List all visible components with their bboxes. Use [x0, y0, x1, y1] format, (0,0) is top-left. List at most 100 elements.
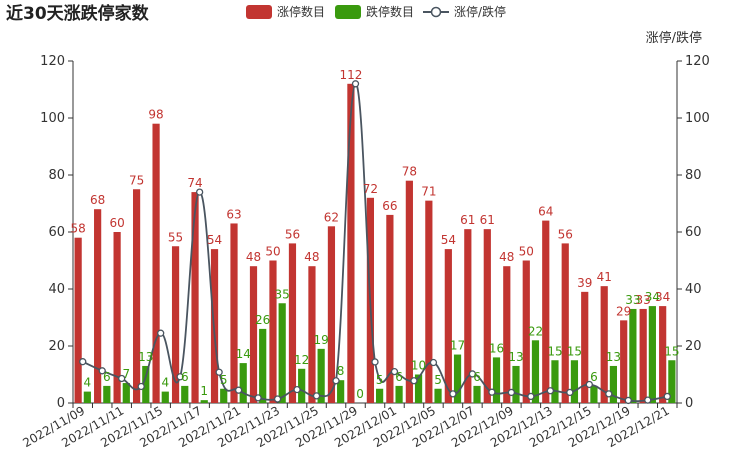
ratio-point — [371, 358, 379, 366]
bar-up — [249, 266, 258, 403]
data-label-down: 34 — [645, 290, 660, 304]
ratio-line — [79, 80, 671, 405]
data-label-down: 5 — [220, 373, 228, 387]
data-label-up: 48 — [304, 250, 319, 264]
right-tick-label: 20 — [685, 339, 702, 354]
bar-up — [405, 180, 413, 403]
bar-up — [327, 226, 336, 403]
bar-up — [113, 232, 121, 403]
data-label-up: 68 — [90, 193, 105, 207]
ratio-point — [624, 396, 632, 405]
data-label-down: 15 — [547, 344, 562, 358]
bar-up — [269, 260, 277, 403]
data-label-up: 62 — [324, 210, 339, 224]
data-label-down: 33 — [625, 293, 640, 307]
ratio-point — [137, 382, 145, 391]
ratio-point — [273, 395, 282, 403]
data-label-down: 15 — [567, 344, 582, 358]
legend-label-ratio: 涨停/跌停 — [454, 4, 506, 19]
right-tick-label: 60 — [685, 225, 702, 240]
bar-down — [395, 385, 403, 403]
left-tick-label: 40 — [48, 282, 65, 297]
bar-down — [181, 385, 189, 403]
legend-item-up[interactable]: 涨停数目 — [246, 4, 325, 19]
data-label-up: 41 — [597, 270, 612, 284]
data-label-down: 17 — [450, 339, 465, 353]
data-label-down: 6 — [181, 370, 189, 384]
data-label-down: 14 — [236, 347, 251, 361]
bar-up — [230, 223, 238, 403]
ratio-point — [312, 392, 321, 400]
ratio-point — [79, 358, 87, 366]
data-label-up: 56 — [285, 227, 300, 241]
bar-up — [288, 243, 297, 403]
data-label-up: 39 — [577, 276, 592, 290]
data-label-down: 13 — [138, 350, 153, 364]
legend-item-down[interactable]: 跌停数目 — [335, 4, 414, 19]
data-label-down: 5 — [434, 373, 442, 387]
data-label-up: 58 — [71, 222, 86, 236]
bar-down — [414, 374, 423, 403]
data-label-down: 6 — [103, 370, 111, 384]
right-tick-label: 120 — [685, 54, 710, 69]
data-label-up: 61 — [460, 213, 475, 227]
ratio-point — [234, 386, 243, 394]
data-label-down: 4 — [84, 376, 92, 390]
bar-down — [668, 360, 676, 403]
bar-up — [542, 220, 550, 403]
data-label-down: 6 — [473, 370, 481, 384]
legend-item-ratio[interactable]: 涨停/跌停 — [423, 4, 506, 19]
bar-up — [132, 189, 141, 403]
data-label-down: 35 — [275, 287, 290, 301]
bar-down — [473, 385, 481, 403]
legend-label-down: 跌停数目 — [366, 4, 414, 19]
bar-down — [278, 303, 286, 403]
ratio-point — [351, 80, 360, 88]
data-label-up: 56 — [558, 227, 573, 241]
bar-down — [551, 360, 559, 403]
data-label-up: 50 — [519, 245, 534, 259]
bar-up — [620, 320, 628, 403]
ratio-point — [663, 392, 671, 401]
data-label-up: 54 — [441, 233, 456, 247]
ratio-point — [215, 368, 223, 376]
bar-up — [503, 266, 511, 403]
ratio-point — [410, 377, 418, 385]
legend-marker-ratio — [430, 6, 442, 18]
data-label-down: 19 — [314, 333, 329, 347]
ratio-point — [468, 370, 477, 378]
bar-down — [512, 365, 520, 403]
bar-down — [317, 348, 325, 403]
bar-down — [453, 354, 462, 403]
bar-down — [648, 306, 656, 403]
bar-down — [259, 328, 267, 403]
data-label-up: 33 — [636, 293, 651, 307]
bar-down — [492, 357, 501, 403]
data-label-up: 78 — [402, 165, 417, 179]
bar-up — [171, 246, 180, 403]
ratio-point — [644, 396, 652, 404]
left-tick-label: 120 — [40, 54, 65, 69]
data-label-up: 74 — [187, 176, 202, 190]
data-label-up: 98 — [148, 108, 163, 122]
bar-up — [74, 237, 82, 403]
bar-up — [639, 308, 647, 403]
bar-down — [83, 391, 91, 403]
ratio-point — [293, 385, 301, 394]
bar-up — [308, 266, 316, 403]
ratio-point — [546, 387, 555, 395]
bar-down — [590, 385, 598, 403]
left-tick-label: 80 — [48, 168, 65, 183]
left-tick-label: 100 — [40, 111, 65, 126]
data-label-down: 7 — [122, 367, 130, 381]
data-label-down: 15 — [664, 344, 679, 358]
legend-swatch-down — [335, 5, 361, 19]
bar-up — [444, 249, 452, 403]
data-label-down: 13 — [606, 350, 621, 364]
left-tick-label: 60 — [48, 225, 65, 240]
right-axis-label: 涨停/跌停 — [646, 30, 702, 46]
ratio-point — [98, 367, 106, 375]
ratio-point — [195, 188, 204, 196]
data-label-up: 64 — [538, 205, 553, 219]
